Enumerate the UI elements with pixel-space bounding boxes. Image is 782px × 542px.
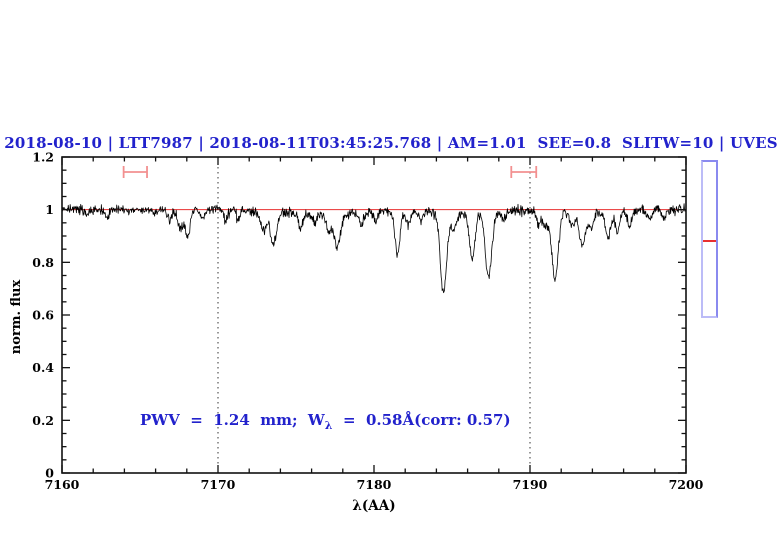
x-tick-label: 7160 bbox=[45, 477, 80, 492]
x-tick-label: 7170 bbox=[201, 477, 236, 492]
y-axis-label: norm. flux bbox=[9, 279, 24, 355]
y-tick-label: 0.4 bbox=[32, 360, 54, 375]
x-tick-label: 7190 bbox=[513, 477, 548, 492]
side-gauge-red-line bbox=[703, 240, 716, 242]
figure-title: 2018-08-10 | LTT7987 | 2018-08-11T03:45:… bbox=[4, 134, 778, 152]
y-tick-label: 1.2 bbox=[32, 150, 54, 165]
y-tick-label: 0.2 bbox=[32, 413, 54, 428]
pwv-annotation-subscript: λ bbox=[324, 419, 333, 432]
pwv-annotation-suffix: = 0.58Å(corr: 0.57) bbox=[332, 411, 511, 429]
pwv-annotation-prefix: PWV = 1.24 mm; W bbox=[140, 411, 325, 429]
pwv-annotation: PWV = 1.24 mm; Wλ = 0.58Å(corr: 0.57) bbox=[140, 411, 511, 433]
y-tick-label: 0.6 bbox=[32, 308, 54, 323]
x-tick-label: 7180 bbox=[357, 477, 392, 492]
spectrum-trace bbox=[61, 203, 687, 294]
x-tick-label: 7200 bbox=[669, 477, 704, 492]
y-tick-label: 1 bbox=[45, 202, 54, 217]
y-tick-label: 0 bbox=[45, 466, 54, 481]
side-gauge bbox=[701, 160, 718, 318]
y-tick-label: 0.8 bbox=[32, 255, 54, 270]
x-axis-label: λ(AA) bbox=[352, 498, 396, 514]
